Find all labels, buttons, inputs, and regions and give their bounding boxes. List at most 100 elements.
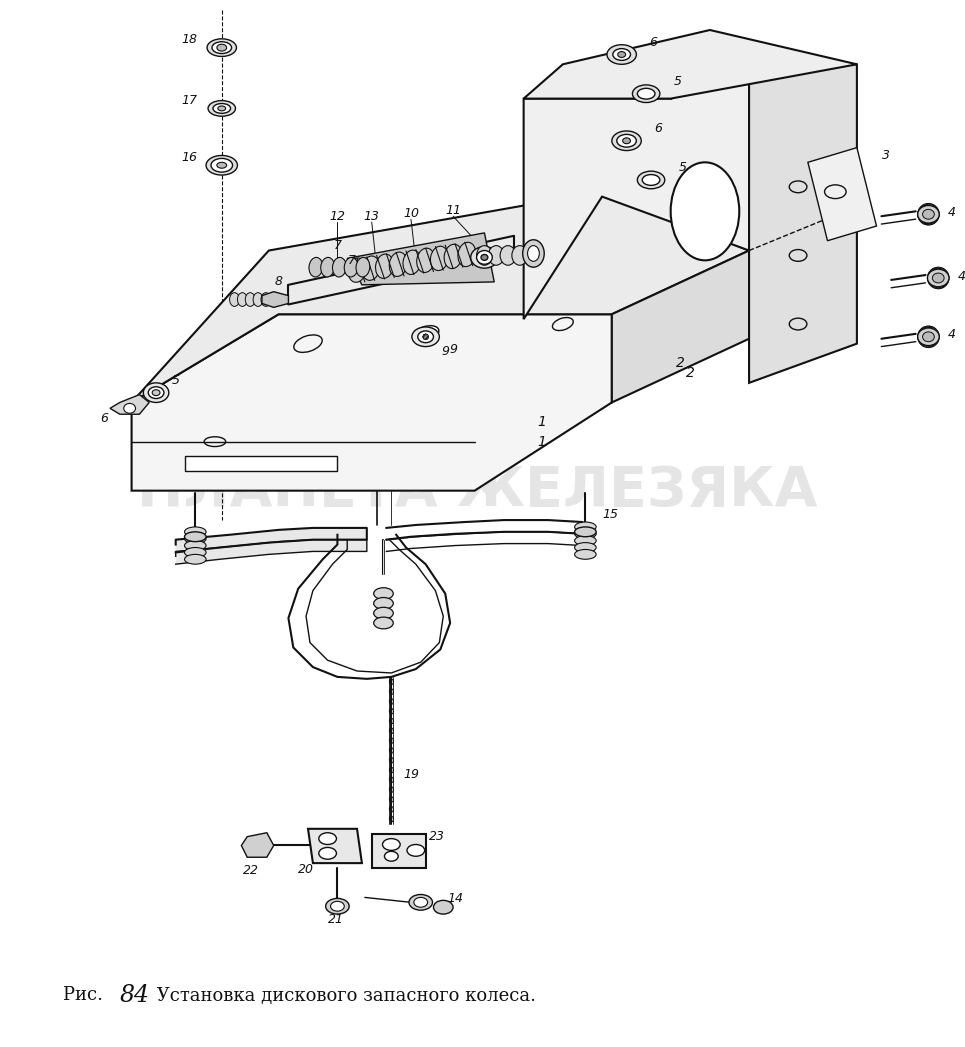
Text: ПЛАНЕТА ЖЕЛЕЗЯКА: ПЛАНЕТА ЖЕЛЕЗЯКА (137, 464, 817, 517)
Ellipse shape (373, 607, 394, 619)
Ellipse shape (382, 839, 400, 850)
Ellipse shape (643, 175, 660, 185)
Ellipse shape (325, 898, 349, 914)
Ellipse shape (923, 332, 934, 341)
Ellipse shape (217, 44, 227, 51)
Ellipse shape (373, 598, 394, 609)
Ellipse shape (932, 273, 944, 283)
Ellipse shape (488, 246, 504, 265)
Text: 12: 12 (329, 209, 345, 223)
Text: 13: 13 (364, 209, 379, 223)
Ellipse shape (309, 258, 322, 277)
Ellipse shape (430, 246, 449, 270)
Ellipse shape (389, 252, 407, 276)
Text: 9: 9 (441, 344, 450, 358)
Ellipse shape (618, 51, 625, 58)
Ellipse shape (425, 334, 427, 339)
Ellipse shape (929, 268, 948, 288)
Ellipse shape (373, 587, 394, 600)
Text: 6: 6 (649, 37, 657, 49)
Text: 21: 21 (327, 913, 344, 927)
Ellipse shape (184, 532, 207, 541)
Ellipse shape (333, 258, 346, 277)
Text: 2: 2 (686, 366, 695, 380)
Ellipse shape (144, 383, 169, 402)
Ellipse shape (444, 244, 462, 269)
Ellipse shape (424, 334, 427, 339)
Ellipse shape (929, 267, 947, 289)
Ellipse shape (124, 403, 135, 414)
Ellipse shape (918, 205, 939, 224)
Text: 5: 5 (172, 375, 179, 387)
Ellipse shape (409, 894, 432, 910)
Text: 23: 23 (429, 830, 446, 843)
Ellipse shape (500, 246, 516, 265)
Text: 8: 8 (275, 275, 283, 288)
Ellipse shape (523, 240, 544, 267)
Text: 20: 20 (298, 863, 314, 875)
Polygon shape (185, 456, 338, 471)
Ellipse shape (574, 527, 596, 537)
Ellipse shape (511, 246, 528, 265)
Ellipse shape (423, 335, 428, 338)
Ellipse shape (622, 138, 630, 143)
Text: 22: 22 (243, 865, 260, 877)
Ellipse shape (574, 522, 596, 532)
Ellipse shape (617, 134, 636, 148)
Ellipse shape (417, 248, 434, 272)
Text: Установка дискового запасного колеса.: Установка дискового запасного колеса. (152, 986, 537, 1004)
Text: 16: 16 (181, 151, 197, 164)
Ellipse shape (433, 900, 454, 914)
Ellipse shape (149, 386, 164, 399)
Ellipse shape (418, 331, 433, 342)
Text: 5: 5 (678, 161, 686, 174)
Ellipse shape (574, 542, 596, 553)
Ellipse shape (207, 155, 237, 175)
Ellipse shape (574, 536, 596, 545)
Ellipse shape (481, 254, 488, 261)
Ellipse shape (424, 334, 427, 339)
Ellipse shape (237, 293, 247, 307)
Ellipse shape (261, 293, 271, 307)
Polygon shape (131, 192, 749, 402)
Ellipse shape (212, 42, 232, 53)
Ellipse shape (184, 548, 207, 557)
Ellipse shape (207, 39, 236, 57)
Ellipse shape (607, 45, 636, 64)
Ellipse shape (184, 527, 207, 537)
Ellipse shape (528, 246, 539, 262)
Ellipse shape (927, 269, 949, 287)
Text: 5: 5 (674, 75, 681, 88)
Text: 10: 10 (403, 207, 419, 220)
Ellipse shape (403, 250, 421, 274)
Ellipse shape (918, 205, 939, 223)
Ellipse shape (331, 901, 345, 911)
Text: 4: 4 (948, 329, 956, 341)
Ellipse shape (919, 327, 938, 348)
Ellipse shape (918, 205, 939, 224)
Text: 9: 9 (449, 343, 457, 356)
Ellipse shape (457, 242, 476, 267)
Ellipse shape (919, 204, 938, 225)
Text: 19: 19 (403, 768, 419, 781)
Ellipse shape (918, 205, 939, 223)
Text: 17: 17 (181, 94, 197, 107)
Polygon shape (308, 829, 362, 863)
Ellipse shape (184, 554, 207, 564)
Ellipse shape (920, 326, 937, 348)
Ellipse shape (928, 269, 949, 287)
Text: 11: 11 (445, 204, 461, 217)
Ellipse shape (217, 162, 227, 169)
Polygon shape (176, 528, 367, 564)
Polygon shape (110, 395, 150, 415)
Polygon shape (262, 292, 289, 308)
Ellipse shape (208, 101, 235, 116)
Text: 18: 18 (181, 34, 197, 46)
Polygon shape (524, 69, 749, 319)
Ellipse shape (356, 258, 370, 277)
Ellipse shape (424, 334, 427, 339)
Ellipse shape (477, 246, 492, 265)
Polygon shape (612, 250, 749, 402)
Ellipse shape (230, 293, 239, 307)
Ellipse shape (184, 540, 207, 551)
